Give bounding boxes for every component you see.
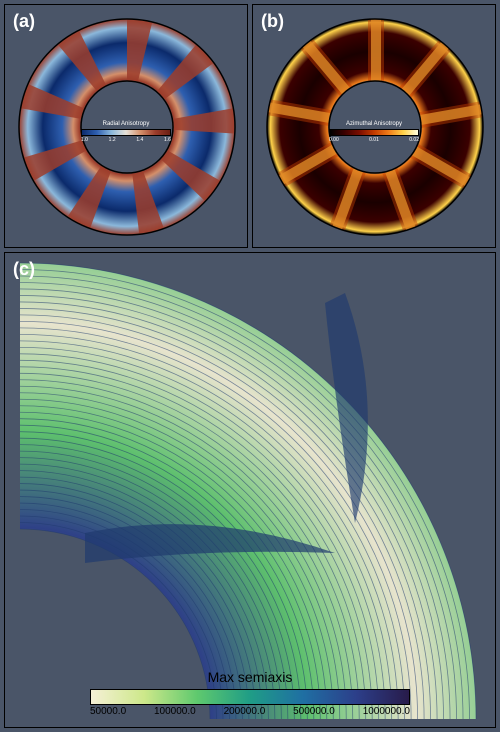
cb-a-ticks: 1.0 1.2 1.4 1.6 bbox=[81, 137, 171, 143]
panel-c-label: (c) bbox=[13, 259, 35, 280]
cb-tick: 0.02 bbox=[409, 137, 419, 143]
cb-tick: 0.00 bbox=[329, 137, 339, 143]
cb-tick: 1.0 bbox=[81, 137, 88, 143]
panel-c: (c) Max semiaxis 50000.01 bbox=[4, 252, 496, 728]
cb-tick: 0.01 bbox=[369, 137, 379, 143]
cb-b-title: Azimuthal Anisotropy bbox=[346, 121, 402, 127]
cb-a-title: Radial Anisotropy bbox=[103, 121, 150, 127]
cb-tick: 50000.0 bbox=[90, 706, 126, 717]
cb-c-title: Max semiaxis bbox=[208, 669, 293, 685]
cb-a-bar bbox=[81, 129, 171, 136]
cb-tick: 200000.0 bbox=[224, 706, 266, 717]
panel-c-colorbar: Max semiaxis 50000.0100000.0200000.05000… bbox=[90, 669, 410, 717]
cb-tick: 500000.0 bbox=[293, 706, 335, 717]
panel-a: (a) bbox=[4, 4, 248, 248]
cb-tick: 1.2 bbox=[109, 137, 116, 143]
cb-c-ticks: 50000.0 100000.0 200000.0 500000.0 1000000.0 bbox=[90, 706, 410, 717]
panel-b: (b) bbox=[252, 4, 496, 248]
cb-b-bar bbox=[329, 129, 419, 136]
cb-tick: 1.6 bbox=[164, 137, 171, 143]
panel-a-label: (a) bbox=[13, 11, 35, 32]
cb-b-ticks: 0.00 0.01 0.02 bbox=[329, 137, 419, 143]
panel-b-colorbar: Azimuthal Anisotropy 0.00 0.01 0.02 bbox=[329, 121, 419, 143]
cb-tick: 1000000.0 bbox=[363, 706, 410, 717]
panel-c-chart bbox=[5, 253, 496, 728]
panel-a-colorbar: Radial Anisotropy 1.0 1.2 1.4 1.6 bbox=[81, 121, 171, 143]
panel-b-label: (b) bbox=[261, 11, 284, 32]
cb-c-bar bbox=[90, 689, 410, 705]
cb-tick: 1.4 bbox=[136, 137, 143, 143]
cb-tick: 100000.0 bbox=[154, 706, 196, 717]
